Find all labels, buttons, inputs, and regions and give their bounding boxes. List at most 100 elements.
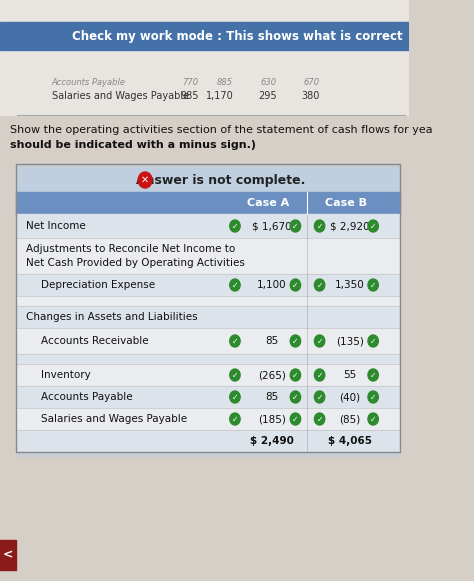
Circle shape <box>368 413 378 425</box>
Text: (135): (135) <box>336 336 364 346</box>
Circle shape <box>230 391 240 403</box>
Circle shape <box>314 279 325 291</box>
Circle shape <box>230 413 240 425</box>
Circle shape <box>368 391 378 403</box>
Circle shape <box>314 413 325 425</box>
Bar <box>16 164 400 452</box>
Text: Accounts Receivable: Accounts Receivable <box>41 336 149 346</box>
Text: 770: 770 <box>182 77 199 87</box>
Circle shape <box>368 279 378 291</box>
Text: <: < <box>2 548 13 561</box>
Text: (265): (265) <box>258 370 286 380</box>
Text: Inventory: Inventory <box>41 370 91 380</box>
Circle shape <box>230 369 240 381</box>
Text: ✓: ✓ <box>292 221 299 231</box>
Circle shape <box>290 391 301 403</box>
Text: ✓: ✓ <box>370 336 376 346</box>
Bar <box>16 386 400 408</box>
Bar <box>16 354 400 364</box>
Text: Answer is not complete.: Answer is not complete. <box>136 174 305 187</box>
Text: ✓: ✓ <box>317 281 323 289</box>
Text: 55: 55 <box>343 370 356 380</box>
Text: Accounts Payable: Accounts Payable <box>52 77 126 87</box>
Text: ✓: ✓ <box>317 414 323 424</box>
Circle shape <box>314 220 325 232</box>
Text: ✓: ✓ <box>317 336 323 346</box>
Circle shape <box>314 369 325 381</box>
Text: 985: 985 <box>180 91 199 101</box>
Circle shape <box>290 369 301 381</box>
Bar <box>16 306 400 328</box>
Text: Net Cash Provided by Operating Activities: Net Cash Provided by Operating Activitie… <box>26 258 245 268</box>
Text: (185): (185) <box>258 414 286 424</box>
Circle shape <box>230 335 240 347</box>
Text: ✓: ✓ <box>370 281 376 289</box>
Circle shape <box>314 335 325 347</box>
Text: ✓: ✓ <box>370 414 376 424</box>
Text: ✓: ✓ <box>317 393 323 401</box>
Text: 885: 885 <box>217 77 233 87</box>
Text: 380: 380 <box>301 91 319 101</box>
Text: (40): (40) <box>339 392 360 402</box>
Bar <box>16 408 400 430</box>
Text: 85: 85 <box>265 336 279 346</box>
Text: Net Income: Net Income <box>26 221 86 231</box>
Text: 1,100: 1,100 <box>257 280 287 290</box>
Bar <box>0 540 16 570</box>
Text: 1,170: 1,170 <box>205 91 233 101</box>
Bar <box>16 164 400 456</box>
Text: ✓: ✓ <box>232 393 238 401</box>
Bar <box>0 22 410 50</box>
Circle shape <box>138 172 152 188</box>
Circle shape <box>230 220 240 232</box>
Text: $ 2,920: $ 2,920 <box>330 221 370 231</box>
Text: (85): (85) <box>339 414 360 424</box>
Text: ✓: ✓ <box>317 371 323 379</box>
Text: 670: 670 <box>303 77 319 87</box>
Bar <box>16 328 400 354</box>
Bar <box>16 430 400 452</box>
Text: Changes in Assets and Liabilities: Changes in Assets and Liabilities <box>26 312 198 322</box>
Circle shape <box>290 279 301 291</box>
Text: Salaries and Wages Payable: Salaries and Wages Payable <box>52 91 189 101</box>
Circle shape <box>290 220 301 232</box>
Circle shape <box>230 279 240 291</box>
Text: ✓: ✓ <box>232 414 238 424</box>
Circle shape <box>314 391 325 403</box>
Text: Adjustments to Reconcile Net Income to: Adjustments to Reconcile Net Income to <box>26 244 235 254</box>
Text: ✓: ✓ <box>292 393 299 401</box>
Text: Salaries and Wages Payable: Salaries and Wages Payable <box>41 414 188 424</box>
Bar <box>16 214 400 238</box>
Text: Show the operating activities section of the statement of cash flows for yea: Show the operating activities section of… <box>10 125 433 135</box>
Text: 630: 630 <box>260 77 276 87</box>
Bar <box>16 192 400 214</box>
Bar <box>16 168 400 192</box>
Text: ✓: ✓ <box>317 221 323 231</box>
Text: ✕: ✕ <box>141 175 149 185</box>
Text: ✓: ✓ <box>292 371 299 379</box>
Text: ✓: ✓ <box>232 371 238 379</box>
Circle shape <box>368 335 378 347</box>
Circle shape <box>368 369 378 381</box>
Text: ✓: ✓ <box>370 393 376 401</box>
Circle shape <box>368 220 378 232</box>
Text: ✓: ✓ <box>292 414 299 424</box>
Bar <box>16 296 400 306</box>
Bar <box>16 274 400 296</box>
Text: Accounts Payable: Accounts Payable <box>41 392 133 402</box>
Text: ✓: ✓ <box>232 336 238 346</box>
Text: ✓: ✓ <box>232 281 238 289</box>
Circle shape <box>290 413 301 425</box>
Text: ✓: ✓ <box>370 221 376 231</box>
Text: 295: 295 <box>258 91 276 101</box>
Text: ✓: ✓ <box>370 371 376 379</box>
Text: Case B: Case B <box>325 198 366 208</box>
Text: 85: 85 <box>265 392 279 402</box>
Bar <box>16 364 400 386</box>
Bar <box>16 238 400 274</box>
Text: 1,350: 1,350 <box>335 280 365 290</box>
Text: $ 1,670: $ 1,670 <box>252 221 292 231</box>
Text: ✓: ✓ <box>232 221 238 231</box>
Text: $ 4,065: $ 4,065 <box>328 436 372 446</box>
Bar <box>0 0 410 115</box>
